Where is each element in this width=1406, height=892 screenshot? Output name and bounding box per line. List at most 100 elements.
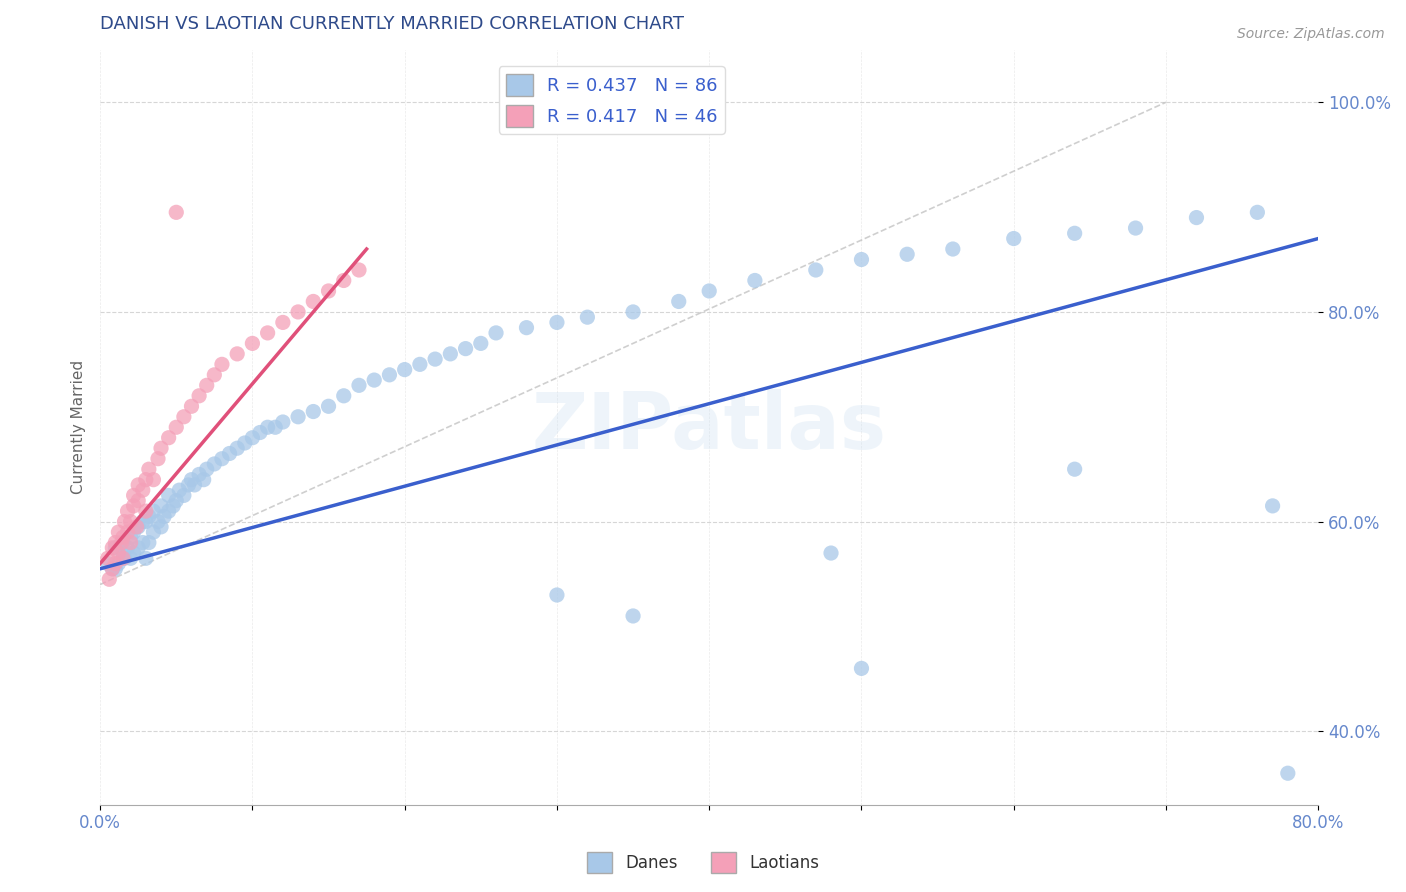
Point	[101, 562, 124, 576]
Point	[97, 557, 120, 571]
Point	[132, 483, 155, 498]
Point	[132, 515, 155, 529]
Point	[114, 515, 136, 529]
Point	[851, 252, 873, 267]
Point	[1063, 227, 1085, 241]
Point	[332, 273, 354, 287]
Point	[101, 541, 124, 555]
Point	[195, 378, 218, 392]
Point	[188, 467, 211, 482]
Point	[332, 389, 354, 403]
Point	[226, 441, 249, 455]
Point	[142, 504, 165, 518]
Point	[470, 336, 492, 351]
Point	[318, 399, 340, 413]
Point	[165, 493, 187, 508]
Point	[122, 525, 145, 540]
Point	[233, 436, 256, 450]
Point	[165, 205, 187, 219]
Point	[188, 389, 211, 403]
Point	[264, 420, 287, 434]
Point	[127, 493, 149, 508]
Text: DANISH VS LAOTIAN CURRENTLY MARRIED CORRELATION CHART: DANISH VS LAOTIAN CURRENTLY MARRIED CORR…	[100, 15, 685, 33]
Point	[122, 499, 145, 513]
Point	[271, 415, 294, 429]
Point	[226, 347, 249, 361]
Point	[195, 462, 218, 476]
Point	[576, 310, 599, 325]
Point	[302, 404, 325, 418]
Point	[287, 305, 309, 319]
Point	[117, 525, 139, 540]
Point	[183, 478, 205, 492]
Point	[242, 336, 264, 351]
Point	[256, 326, 278, 340]
Point	[162, 499, 184, 513]
Point	[347, 263, 370, 277]
Point	[202, 368, 225, 382]
Point	[1261, 499, 1284, 513]
Point	[668, 294, 690, 309]
Point	[120, 530, 142, 544]
Point	[104, 541, 127, 555]
Point	[942, 242, 965, 256]
Point	[271, 315, 294, 329]
Point	[127, 541, 149, 555]
Point	[122, 546, 145, 560]
Point	[135, 504, 157, 518]
Text: Source: ZipAtlas.com: Source: ZipAtlas.com	[1237, 27, 1385, 41]
Point	[120, 515, 142, 529]
Point	[249, 425, 271, 440]
Point	[1125, 221, 1147, 235]
Point	[347, 378, 370, 392]
Point	[120, 551, 142, 566]
Point	[127, 520, 149, 534]
Point	[117, 504, 139, 518]
Point	[439, 347, 461, 361]
Point	[104, 535, 127, 549]
Point	[202, 457, 225, 471]
Point	[744, 273, 766, 287]
Point	[111, 530, 134, 544]
Point	[157, 431, 180, 445]
Point	[173, 409, 195, 424]
Point	[142, 525, 165, 540]
Legend: R = 0.437   N = 86, R = 0.417   N = 46: R = 0.437 N = 86, R = 0.417 N = 46	[499, 66, 725, 134]
Point	[1246, 205, 1268, 219]
Point	[423, 352, 446, 367]
Point	[287, 409, 309, 424]
Point	[621, 609, 644, 624]
Point	[97, 551, 120, 566]
Point	[135, 473, 157, 487]
Point	[394, 362, 416, 376]
Point	[107, 546, 129, 560]
Point	[256, 420, 278, 434]
Point	[193, 473, 215, 487]
Point	[378, 368, 401, 382]
Point	[485, 326, 508, 340]
Point	[169, 483, 191, 498]
Text: ZIPatlas: ZIPatlas	[531, 389, 887, 466]
Point	[896, 247, 918, 261]
Y-axis label: Currently Married: Currently Married	[72, 360, 86, 494]
Point	[120, 535, 142, 549]
Point	[107, 525, 129, 540]
Point	[101, 562, 124, 576]
Point	[1185, 211, 1208, 225]
Point	[211, 451, 233, 466]
Point	[851, 661, 873, 675]
Point	[110, 535, 132, 549]
Point	[150, 499, 173, 513]
Point	[363, 373, 385, 387]
Point	[125, 520, 148, 534]
Point	[804, 263, 827, 277]
Point	[157, 504, 180, 518]
Point	[318, 284, 340, 298]
Point	[127, 478, 149, 492]
Point	[302, 294, 325, 309]
Point	[138, 535, 160, 549]
Point	[117, 541, 139, 555]
Point	[142, 473, 165, 487]
Point	[135, 551, 157, 566]
Point	[111, 535, 134, 549]
